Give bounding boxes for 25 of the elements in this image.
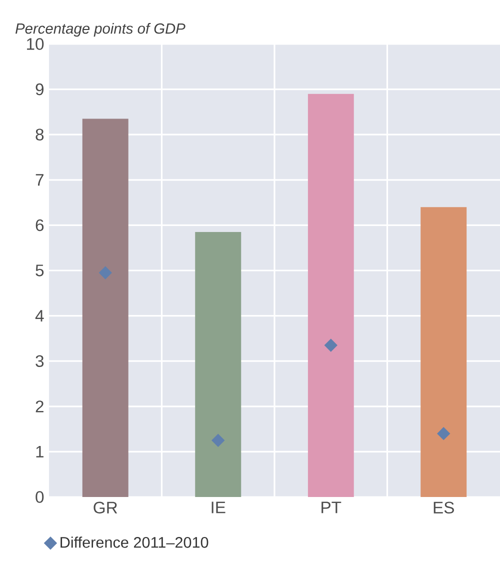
y-axis-title: Percentage points of GDP bbox=[16, 22, 186, 37]
bar bbox=[82, 118, 128, 497]
y-tick-label: 2 bbox=[36, 400, 44, 412]
x-tick-label: ES bbox=[434, 502, 454, 514]
y-tick-label: 5 bbox=[36, 264, 44, 276]
y-tick-label: 10 bbox=[27, 38, 44, 50]
point bbox=[212, 434, 225, 447]
bar bbox=[195, 232, 242, 497]
point bbox=[437, 427, 450, 440]
y-tick-label: 1 bbox=[36, 446, 44, 458]
legend-label: Difference 2011–2010 bbox=[60, 536, 208, 548]
y-tick-label: 4 bbox=[35, 310, 44, 322]
y-tick-label: 6 bbox=[36, 219, 44, 232]
y-tick-label: 3 bbox=[36, 355, 44, 368]
y-tick-label: 0 bbox=[36, 491, 44, 503]
x-tick-label: PT bbox=[322, 502, 342, 514]
y-tick-label: 9 bbox=[36, 83, 44, 96]
bar bbox=[308, 94, 354, 497]
point bbox=[98, 266, 112, 280]
y-tick-label: 7 bbox=[36, 174, 44, 186]
x-tick-label: IE bbox=[212, 502, 226, 514]
bar bbox=[420, 207, 467, 497]
point bbox=[324, 338, 338, 352]
y-tick-label: 8 bbox=[36, 128, 44, 141]
x-tick-label: GR bbox=[94, 502, 118, 514]
